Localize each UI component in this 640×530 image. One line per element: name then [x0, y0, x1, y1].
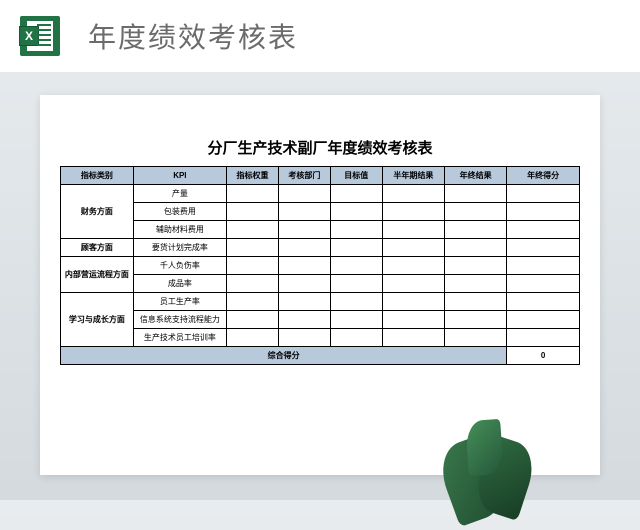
table-row: 生产技术员工培训率	[61, 329, 580, 347]
value-cell	[330, 311, 382, 329]
value-cell	[278, 221, 330, 239]
table-row: 信息系统支持流程能力	[61, 311, 580, 329]
value-cell	[445, 329, 507, 347]
value-cell	[278, 311, 330, 329]
col-header: 指标权重	[227, 167, 279, 185]
table-row: 辅助材料费用	[61, 221, 580, 239]
value-cell	[382, 257, 444, 275]
value-cell	[278, 293, 330, 311]
value-cell	[445, 203, 507, 221]
value-cell	[227, 257, 279, 275]
value-cell	[278, 329, 330, 347]
kpi-cell: 千人负伤率	[133, 257, 226, 275]
value-cell	[507, 257, 580, 275]
value-cell	[330, 203, 382, 221]
value-cell	[330, 293, 382, 311]
value-cell	[227, 275, 279, 293]
value-cell	[382, 293, 444, 311]
value-cell	[227, 329, 279, 347]
kpi-cell: 员工生产率	[133, 293, 226, 311]
col-header: 年终结果	[445, 167, 507, 185]
value-cell	[227, 221, 279, 239]
value-cell	[507, 329, 580, 347]
kpi-cell: 产量	[133, 185, 226, 203]
category-cell: 财务方面	[61, 185, 134, 239]
value-cell	[445, 239, 507, 257]
value-cell	[445, 257, 507, 275]
category-cell: 内部营运流程方面	[61, 257, 134, 293]
kpi-cell: 生产技术员工培训率	[133, 329, 226, 347]
value-cell	[330, 257, 382, 275]
col-header: 指标类别	[61, 167, 134, 185]
value-cell	[382, 203, 444, 221]
table-row: 包装费用	[61, 203, 580, 221]
total-row: 综合得分0	[61, 347, 580, 365]
value-cell	[507, 311, 580, 329]
value-cell	[382, 275, 444, 293]
table-row: 内部营运流程方面千人负伤率	[61, 257, 580, 275]
value-cell	[445, 221, 507, 239]
table-row: 成品率	[61, 275, 580, 293]
value-cell	[507, 203, 580, 221]
total-value-cell: 0	[507, 347, 580, 365]
value-cell	[330, 275, 382, 293]
value-cell	[382, 329, 444, 347]
kpi-cell: 辅助材料费用	[133, 221, 226, 239]
value-cell	[507, 185, 580, 203]
table-row: 顾客方面要货计划完成率	[61, 239, 580, 257]
excel-icon	[20, 16, 60, 56]
col-header: KPI	[133, 167, 226, 185]
kpi-table: 指标类别KPI指标权重考核部门目标值半年期结果年终结果年终得分 财务方面产量包装…	[60, 166, 580, 365]
value-cell	[227, 311, 279, 329]
kpi-cell: 信息系统支持流程能力	[133, 311, 226, 329]
value-cell	[278, 203, 330, 221]
value-cell	[330, 185, 382, 203]
table-body: 财务方面产量包装费用辅助材料费用顾客方面要货计划完成率内部营运流程方面千人负伤率…	[61, 185, 580, 365]
value-cell	[382, 221, 444, 239]
value-cell	[507, 221, 580, 239]
kpi-cell: 包装费用	[133, 203, 226, 221]
value-cell	[382, 311, 444, 329]
category-cell: 顾客方面	[61, 239, 134, 257]
value-cell	[278, 275, 330, 293]
value-cell	[330, 221, 382, 239]
value-cell	[227, 203, 279, 221]
value-cell	[507, 293, 580, 311]
table-row: 财务方面产量	[61, 185, 580, 203]
value-cell	[278, 257, 330, 275]
value-cell	[507, 275, 580, 293]
table-row: 学习与成长方面员工生产率	[61, 293, 580, 311]
value-cell	[445, 293, 507, 311]
app-header: 年度绩效考核表	[0, 0, 640, 72]
plant-decoration	[435, 400, 545, 530]
value-cell	[330, 329, 382, 347]
value-cell	[227, 185, 279, 203]
value-cell	[382, 239, 444, 257]
value-cell	[382, 185, 444, 203]
value-cell	[278, 239, 330, 257]
kpi-cell: 成品率	[133, 275, 226, 293]
value-cell	[445, 275, 507, 293]
value-cell	[330, 239, 382, 257]
category-cell: 学习与成长方面	[61, 293, 134, 347]
col-header: 目标值	[330, 167, 382, 185]
value-cell	[445, 185, 507, 203]
kpi-cell: 要货计划完成率	[133, 239, 226, 257]
col-header: 考核部门	[278, 167, 330, 185]
total-label-cell: 综合得分	[61, 347, 507, 365]
value-cell	[227, 293, 279, 311]
col-header: 半年期结果	[382, 167, 444, 185]
col-header: 年终得分	[507, 167, 580, 185]
value-cell	[445, 311, 507, 329]
value-cell	[507, 239, 580, 257]
value-cell	[278, 185, 330, 203]
table-header-row: 指标类别KPI指标权重考核部门目标值半年期结果年终结果年终得分	[61, 167, 580, 185]
table-title: 分厂生产技术副厂年度绩效考核表	[60, 137, 580, 158]
value-cell	[227, 239, 279, 257]
header-title: 年度绩效考核表	[88, 16, 298, 56]
